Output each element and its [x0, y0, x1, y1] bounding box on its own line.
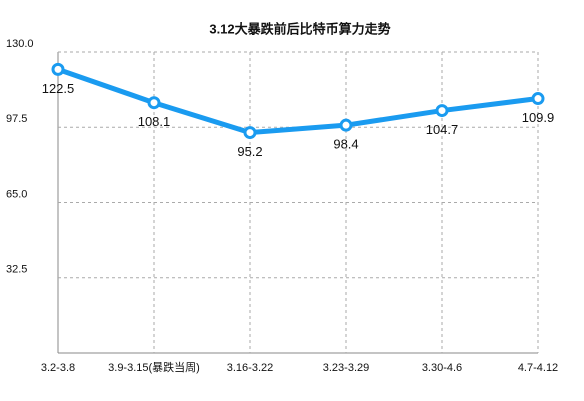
x-tick-label: 3.30-4.6	[422, 362, 462, 374]
data-point	[435, 104, 449, 118]
data-label: 98.4	[333, 137, 358, 152]
x-tick-label: 3.9-3.15(暴跌当周)	[108, 360, 200, 374]
x-tick-label: 3.16-3.22	[227, 362, 273, 374]
chart-title: 3.12大暴跌前后比特币算力走势	[209, 21, 390, 36]
data-label: 122.5	[42, 81, 75, 96]
data-point	[531, 92, 545, 106]
data-line	[57, 67, 539, 136]
x-tick-label: 3.23-3.29	[323, 362, 369, 374]
data-point	[243, 126, 257, 140]
x-tick-label: 4.7-4.12	[518, 362, 558, 374]
data-point	[51, 62, 65, 76]
data-point	[339, 118, 353, 132]
x-tick-label: 3.2-3.8	[41, 362, 75, 374]
data-label: 104.7	[426, 122, 459, 137]
y-tick-label: 65.0	[6, 188, 27, 200]
data-label: 109.9	[522, 110, 555, 125]
y-tick-label: 32.5	[6, 264, 27, 276]
y-tick-label: 130.0	[6, 38, 34, 50]
y-tick-label: 97.5	[6, 113, 27, 125]
data-point	[147, 96, 161, 110]
data-label: 95.2	[237, 144, 262, 159]
data-label: 108.1	[138, 114, 171, 129]
